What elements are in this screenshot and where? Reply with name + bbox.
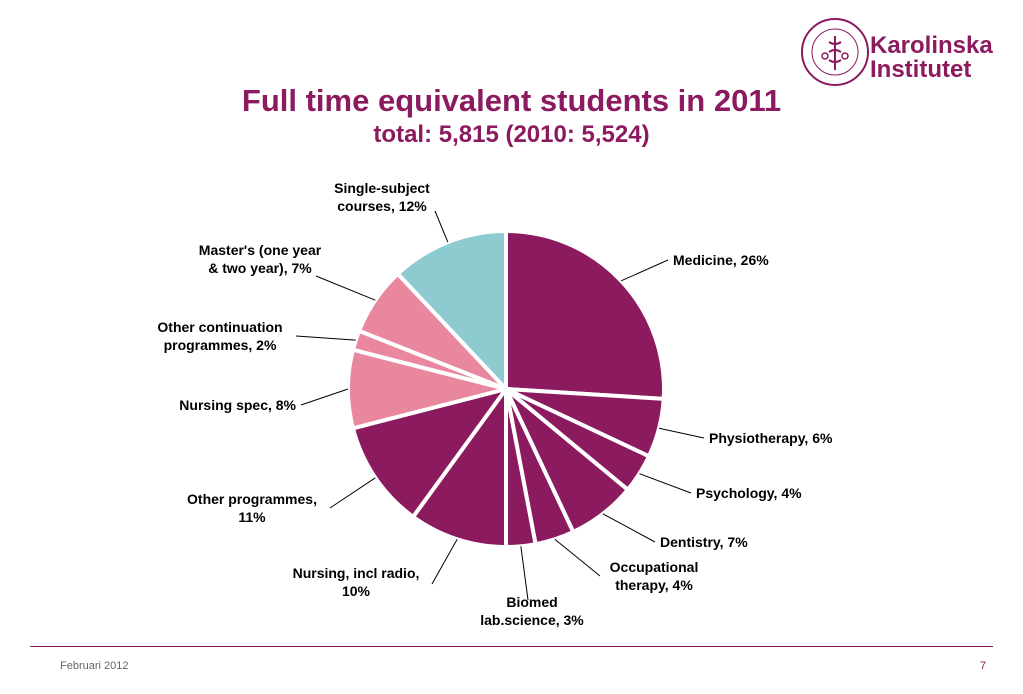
footer-divider [30,646,993,647]
leader-line [658,427,705,439]
leader-line [639,473,692,494]
slice-label: Master's (one year & two year), 7% [199,242,322,276]
slice-label: Other programmes, 11% [187,491,317,525]
footer-date: Februari 2012 [60,660,129,672]
logo-line-1: Karolinska [870,32,993,59]
leader-line [520,546,529,601]
slice-label: Nursing, incl radio, 10% [293,565,420,599]
leader-line [620,259,669,282]
leader-line [300,388,349,406]
leader-line [295,335,356,341]
logo-line-2: Institutet [870,56,972,83]
slice-label: Biomed lab.science, 3% [480,594,584,628]
leader-line [554,538,601,577]
leader-line [434,210,449,243]
slice-label: Dentistry, 7% [660,534,748,550]
slice-label: Other continuation programmes, 2% [157,319,282,353]
leader-line [602,513,656,543]
slice-label: Single-subject courses, 12% [334,180,430,214]
slice-label: Occupational therapy, 4% [610,559,699,593]
pie-slice [350,387,508,519]
leader-line [329,477,376,509]
pie-slice [504,229,666,401]
karolinska-seal-logo [801,18,869,86]
slice-label: Medicine, 26% [673,252,769,268]
chart-subtitle: total: 5,815 (2010: 5,524) [373,121,650,148]
slice-label: Physiotherapy, 6% [709,430,833,446]
logo-wordmark: Karolinska Institutet [870,34,993,82]
leader-line [431,539,458,585]
slice-label: Nursing spec, 8% [179,397,296,413]
leader-line [315,275,376,301]
chart-title: Full time equivalent students in 2011 [241,83,782,118]
page-number: 7 [980,660,987,672]
slice-label: Psychology, 4% [696,485,802,501]
pie-slice [395,229,508,391]
